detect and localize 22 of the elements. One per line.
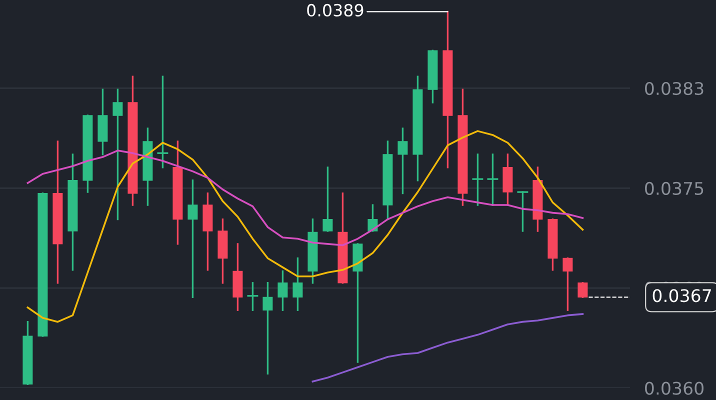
candlestick: [562, 257, 573, 311]
candlestick: [472, 154, 484, 206]
y-tick-label: 0.0360: [645, 382, 704, 395]
annotation: 0.0389: [307, 4, 364, 17]
candlestick: [517, 191, 528, 232]
candlestick: [578, 282, 588, 298]
candlestick: [322, 166, 333, 232]
candlestick: [292, 257, 303, 311]
candlestick: [278, 270, 288, 311]
y-tick-label: 0.0383: [645, 82, 704, 96]
candlestick: [487, 154, 498, 206]
candlestick: [398, 128, 408, 194]
y-tick-label: 0.0375: [645, 182, 704, 196]
line-series: [312, 313, 584, 382]
ref-line-label: 0.0367: [652, 289, 711, 302]
candlestick: [112, 88, 123, 220]
candlestick: [188, 180, 198, 298]
line-series: [26, 130, 584, 323]
candlestick: [157, 76, 168, 168]
line-series: [26, 150, 584, 246]
candlestick: [262, 282, 273, 375]
candlestick: [247, 282, 258, 311]
